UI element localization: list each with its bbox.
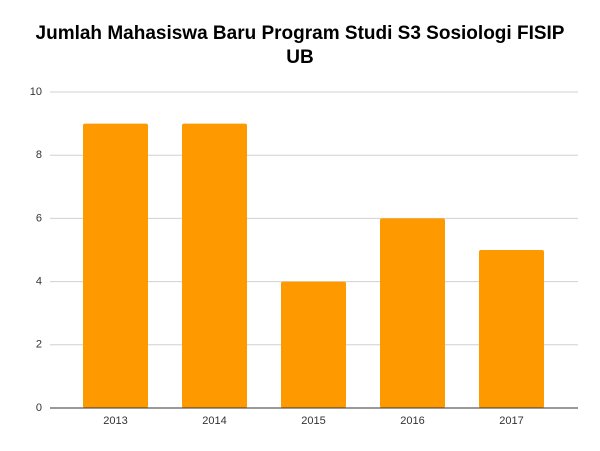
x-tick-label: 2015 [301, 415, 325, 427]
bar [182, 123, 247, 408]
y-tick-label: 10 [30, 86, 42, 98]
bar [479, 250, 544, 408]
y-tick-label: 4 [36, 276, 42, 288]
y-tick-label: 0 [36, 402, 42, 414]
chart-title: Jumlah Mahasiswa Baru Program Studi S3 S… [35, 23, 565, 68]
x-tick-label: 2016 [400, 415, 424, 427]
x-tick-label: 2014 [202, 415, 226, 427]
y-tick-label: 2 [36, 339, 42, 351]
x-tick-label: 2013 [103, 415, 127, 427]
x-tick-label: 2017 [499, 415, 523, 427]
y-tick-label: 8 [36, 149, 42, 161]
bar [281, 281, 346, 408]
y-tick-label: 6 [36, 212, 42, 224]
bar [83, 123, 148, 408]
bar [380, 218, 445, 408]
